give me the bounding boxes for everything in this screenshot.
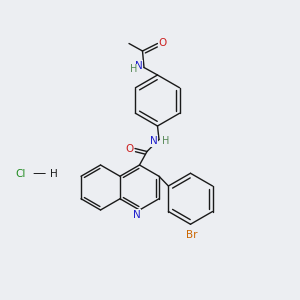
Text: O: O	[125, 143, 134, 154]
Text: H: H	[162, 136, 169, 146]
Text: N: N	[135, 61, 142, 71]
Text: O: O	[159, 38, 167, 49]
Text: H: H	[50, 169, 58, 179]
Text: N: N	[150, 136, 158, 146]
Text: N: N	[133, 209, 140, 220]
Text: Br: Br	[186, 230, 198, 240]
Text: —: —	[32, 167, 46, 181]
Text: Cl: Cl	[16, 169, 26, 179]
Text: H: H	[130, 64, 138, 74]
